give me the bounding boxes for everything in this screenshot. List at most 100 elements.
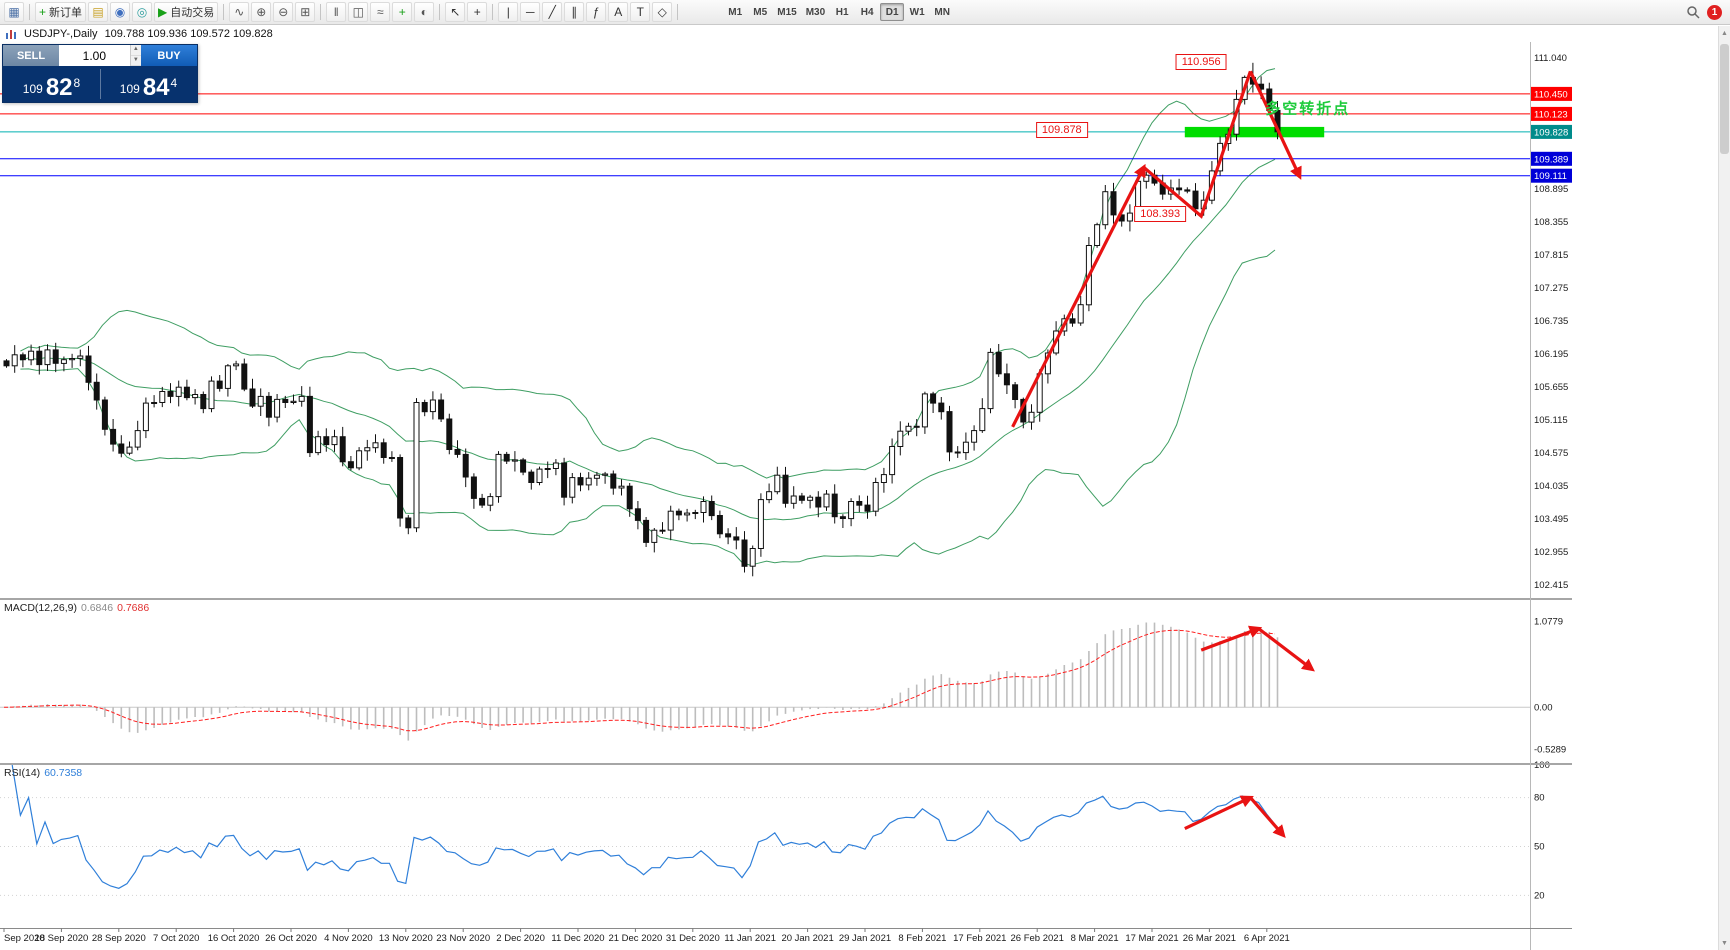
text-button[interactable]: A: [608, 2, 629, 22]
notification-badge[interactable]: 1: [1707, 4, 1722, 20]
new-order-button[interactable]: + 新订单: [35, 2, 87, 22]
timeframe-button-mn[interactable]: MN: [934, 6, 950, 18]
macd-histogram: [13, 622, 1279, 741]
macd-name: MACD(12,26,9): [4, 602, 77, 614]
shapes-button[interactable]: ◇: [652, 2, 673, 22]
chart-tab-icon: [5, 28, 17, 40]
horizontal-line-button[interactable]: ─: [520, 2, 541, 22]
price-tag-bg: [1531, 124, 1572, 139]
profiles-icon: ◉: [114, 5, 126, 19]
time-axis-label: 17 Mar 2021: [1125, 933, 1178, 944]
cursor-button[interactable]: ↖: [445, 2, 466, 22]
time-axis-label: 7 Oct 2020: [153, 933, 199, 944]
sell-button[interactable]: SELL: [3, 45, 59, 66]
price-axis-label: 106.735: [1534, 316, 1568, 327]
timeframe-button-m30[interactable]: M30: [805, 6, 826, 18]
timeframe-button-h1[interactable]: H1: [835, 6, 849, 18]
scrollbar-thumb[interactable]: [1720, 44, 1729, 154]
price-tag-label: 109.111: [1534, 171, 1567, 182]
zoom-out-icon: ⊖: [278, 5, 289, 19]
price-axis-label: 105.115: [1534, 415, 1568, 426]
chart-canvas[interactable]: 111.040 108.895 108.355 107.815 107.275 106.7…: [0, 0, 1572, 950]
timeframe-button-m15[interactable]: M15: [777, 6, 797, 18]
volume-down-icon[interactable]: ▼: [130, 55, 141, 66]
ask-price-base: 109: [119, 82, 140, 97]
candlesticks: [3, 62, 1281, 577]
crosshair-button[interactable]: +: [467, 2, 488, 22]
new-chart-plus-icon: +: [398, 5, 406, 19]
label-button[interactable]: T: [630, 2, 651, 22]
time-axis-label: 16 Oct 2020: [208, 933, 260, 944]
search-icon[interactable]: [1686, 5, 1701, 20]
volume-up-icon[interactable]: ▲: [130, 45, 141, 56]
vertical-line-icon: |: [506, 5, 510, 19]
new-chart-button[interactable]: +: [392, 2, 413, 22]
price-callout[interactable]: 109.878: [1035, 121, 1088, 138]
toolbar-buttons: ▦ + 新订单 ▤ ◉ ◎ ▶ 自动交易 ∿ ⊕ ⊖ ⊞ ‖ ◫ ≈ + ◐ ↖ + | ─ ╱ ∥ ƒ A T ◇: [4, 2, 681, 22]
one-click-trading-panel: SELL ▲ ▼ BUY 109 82 8 109 84 4: [2, 44, 198, 103]
volume-input[interactable]: [59, 45, 130, 66]
indicators-button[interactable]: ∿: [229, 2, 250, 22]
refresh-button[interactable]: ◐: [414, 2, 435, 22]
macd-signal-line: [3, 629, 1276, 732]
templates-icon: ▤: [92, 5, 104, 19]
candle-chart-button[interactable]: ◫: [348, 2, 369, 22]
data-window-button[interactable]: ◎: [132, 2, 153, 22]
templates-button[interactable]: ▤: [88, 2, 109, 22]
time-axis-label: 26 Mar 2021: [1183, 933, 1236, 944]
chart-ohlc-values: 109.788 109.936 109.572 109.828: [104, 28, 273, 40]
price-callout[interactable]: 108.393: [1134, 206, 1187, 223]
macd-axis-label: -0.5289: [1534, 744, 1566, 755]
ask-price-sup: 4: [170, 76, 178, 90]
tile-windows-button[interactable]: ⊞: [295, 2, 316, 22]
timeframe-button-w1[interactable]: W1: [909, 6, 925, 18]
time-axis-label: 13 Nov 2020: [379, 933, 433, 944]
rsi-axis-label: 50: [1534, 842, 1545, 853]
timeframe-button-h4[interactable]: H4: [860, 6, 874, 18]
timeframe-button-m5[interactable]: M5: [753, 6, 768, 18]
toolbar-separator: [677, 4, 679, 20]
time-axis-label: 31 Dec 2020: [666, 933, 720, 944]
time-axis-label: 29 Jan 2021: [839, 933, 891, 944]
line-chart-button[interactable]: ≈: [370, 2, 391, 22]
channel-button[interactable]: ∥: [564, 2, 585, 22]
ask-price[interactable]: 109 84 4: [100, 66, 197, 102]
fibonacci-button[interactable]: ƒ: [586, 2, 607, 22]
price-callout[interactable]: 110.956: [1175, 54, 1227, 71]
zoom-in-button[interactable]: ⊕: [251, 2, 272, 22]
macd-label: MACD(12,26,9) 0.6846 0.7686: [4, 602, 153, 614]
time-axis-label: 17 Feb 2021: [953, 933, 1006, 944]
bid-ask-display: 109 82 8 109 84 4: [3, 66, 197, 102]
profiles-button[interactable]: ◉: [110, 2, 131, 22]
vertical-scrollbar[interactable]: ▲ ▼: [1718, 26, 1730, 950]
toolbar-separator: [320, 4, 322, 20]
price-tag-label: 110.123: [1534, 109, 1568, 120]
vertical-line-button[interactable]: |: [498, 2, 519, 22]
ask-price-big: 84: [142, 73, 170, 101]
toolbar: ▦ + 新订单 ▤ ◉ ◎ ▶ 自动交易 ∿ ⊕ ⊖ ⊞ ‖ ◫ ≈ + ◐ ↖ + | ─ ╱ ∥ ƒ A T ◇ M1 M5 M15…: [0, 0, 1730, 25]
scroll-down-icon[interactable]: ▼: [1721, 939, 1728, 947]
zoom-out-button[interactable]: ⊖: [273, 2, 294, 22]
price-axis-label: 104.035: [1534, 481, 1568, 492]
timeframe-button-d1[interactable]: D1: [880, 3, 905, 21]
price-tag-label: 110.450: [1534, 89, 1568, 100]
time-axis-label: 11 Dec 2020: [551, 933, 604, 944]
timeframe-button-m1[interactable]: M1: [728, 6, 743, 18]
price-axis-label: 103.495: [1534, 514, 1568, 525]
refresh-icon: ◐: [420, 5, 428, 19]
line-chart-icon: ≈: [376, 5, 384, 19]
trendline-button[interactable]: ╱: [542, 2, 563, 22]
bid-price[interactable]: 109 82 8: [3, 66, 100, 102]
bar-chart-button[interactable]: ‖: [326, 2, 347, 22]
scroll-up-icon[interactable]: ▲: [1721, 29, 1728, 37]
buy-button[interactable]: BUY: [141, 45, 197, 66]
time-axis-label: 18 Sep 2020: [34, 933, 88, 944]
price-axis-label: 107.275: [1534, 283, 1568, 294]
autotrading-button[interactable]: ▶ 自动交易: [154, 2, 219, 22]
charts-button[interactable]: ▦: [4, 2, 24, 22]
crosshair-icon: +: [473, 5, 481, 19]
time-axis-label: 4 Nov 2020: [324, 933, 373, 944]
time-axis-label: 26 Feb 2021: [1011, 933, 1064, 944]
price-axis-label: 105.655: [1534, 382, 1568, 393]
